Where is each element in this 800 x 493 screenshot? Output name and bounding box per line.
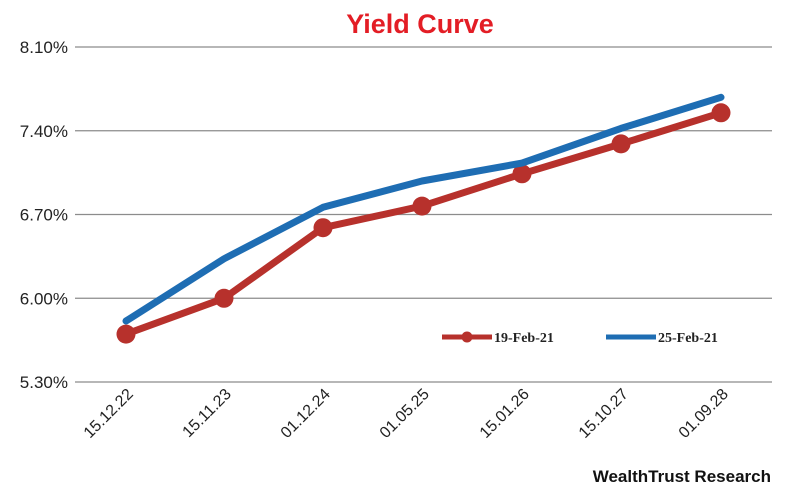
x-tick-label: 15.12.22: [81, 386, 137, 442]
y-tick-label: 7.40%: [20, 122, 68, 141]
x-tick-label: 15.10.27: [576, 386, 632, 442]
series-1-point: [116, 324, 136, 344]
legend-label-2: 25-Feb-21: [658, 331, 718, 346]
series-1-point: [313, 218, 333, 238]
x-tick-label: 01.09.28: [676, 386, 732, 442]
y-tick-label: 6.70%: [20, 206, 68, 225]
chart-title: Yield Curve: [346, 9, 494, 39]
series-lines: [116, 93, 731, 344]
x-tick-label: 01.12.24: [278, 386, 334, 442]
y-tick-label: 6.00%: [20, 289, 68, 308]
series-1-point: [412, 196, 432, 216]
source-label: WealthTrust Research: [593, 467, 771, 486]
legend-marker-1: [461, 331, 473, 343]
x-axis-ticks: 15.12.22 15.11.23 01.12.24 01.05.25 15.01.26…: [81, 386, 732, 442]
series-1-point: [611, 134, 631, 154]
x-tick-label: 15.11.23: [180, 386, 235, 441]
legend: 19-Feb-21 25-Feb-21: [442, 331, 718, 346]
x-tick-label: 01.05.25: [377, 386, 433, 442]
series-1-point: [512, 164, 532, 184]
series-line-2: [122, 93, 725, 325]
x-tick-label: 15.01.26: [477, 386, 533, 442]
y-tick-label: 8.10%: [20, 38, 68, 57]
y-tick-label: 5.30%: [20, 373, 68, 392]
series-1-point: [711, 103, 731, 123]
series-1-point: [214, 288, 234, 308]
y-axis-ticks: 8.10% 7.40% 6.70% 6.00% 5.30%: [20, 38, 68, 392]
legend-label-1: 19-Feb-21: [494, 331, 554, 346]
